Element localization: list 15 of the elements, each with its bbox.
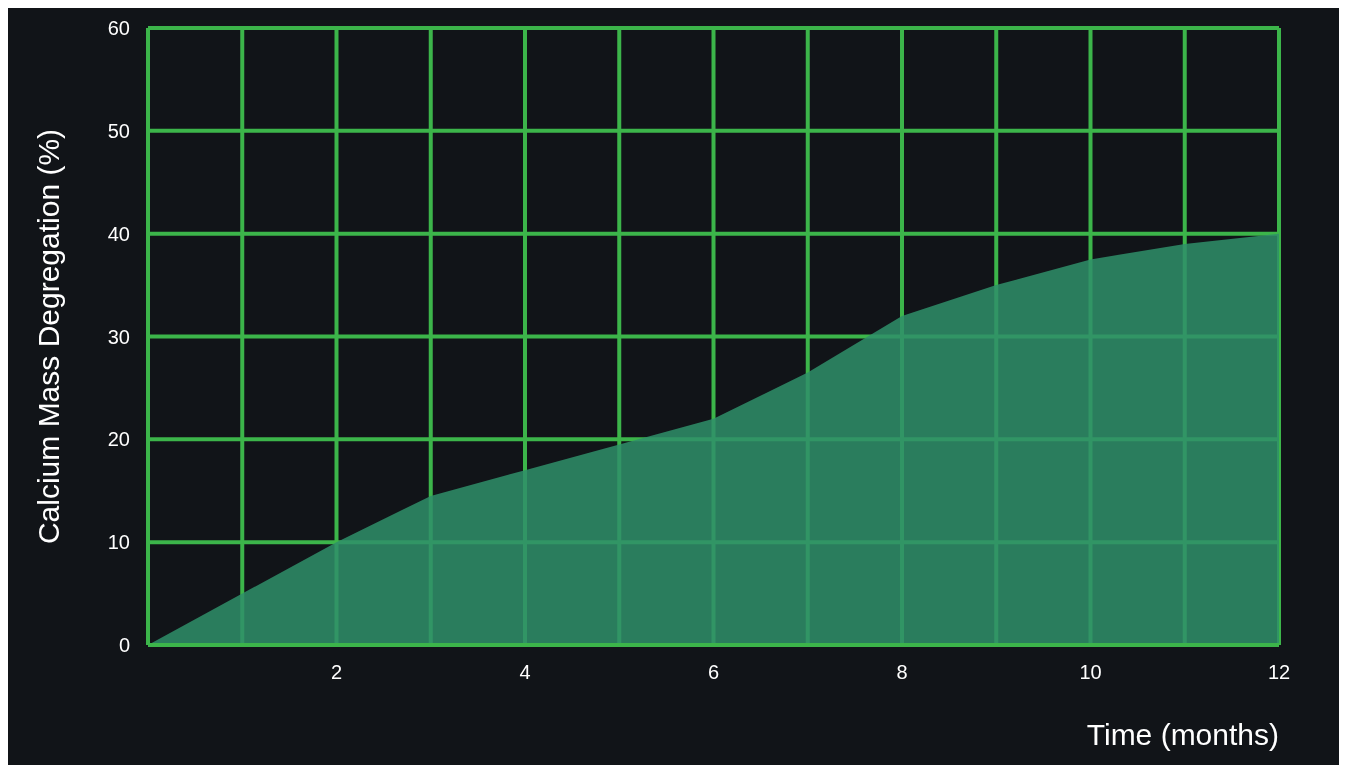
x-tick-label: 6	[707, 661, 720, 684]
x-tick-label: 2	[330, 661, 343, 684]
x-tick-label: 10	[1079, 661, 1102, 684]
y-tick-label: 10	[107, 531, 130, 554]
x-tick-label: 4	[519, 661, 531, 684]
x-tick-label: 8	[896, 661, 908, 684]
x-axis-title: Time (months)	[1086, 718, 1279, 751]
x-tick-label: 12	[1267, 661, 1291, 684]
y-tick-label: 0	[118, 634, 130, 656]
y-tick-label: 50	[107, 119, 130, 142]
y-tick-label: 30	[107, 325, 130, 348]
y-tick-label: 40	[107, 222, 130, 245]
y-axis-title: Calcium Mass Degregation (%)	[31, 128, 65, 545]
y-tick-label: 20	[107, 428, 130, 451]
y-tick-label: 60	[107, 17, 130, 39]
